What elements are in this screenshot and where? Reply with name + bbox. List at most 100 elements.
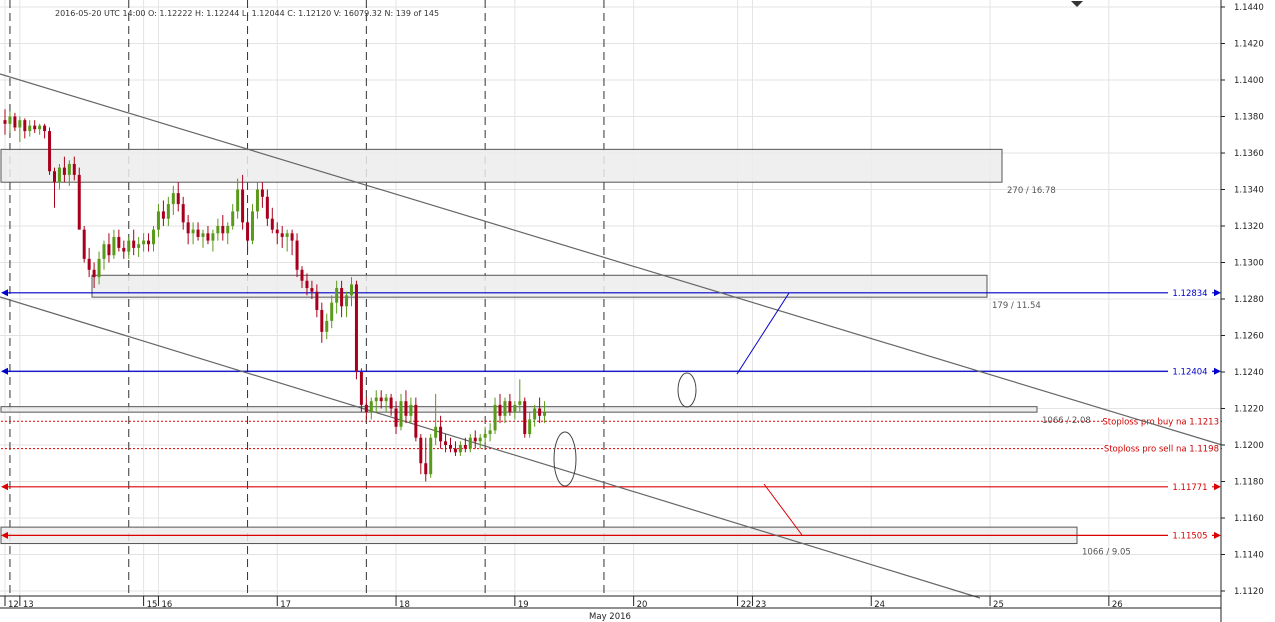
candle-bear <box>161 211 165 219</box>
candle-bull <box>156 211 160 230</box>
candle-bear <box>424 463 428 475</box>
candle-bear <box>176 193 180 205</box>
candle-bear <box>33 125 37 130</box>
candle-bull <box>102 244 106 259</box>
candle-bull <box>18 120 22 128</box>
candle-bull <box>488 430 492 435</box>
candle-bear <box>364 404 368 413</box>
candle-bear <box>389 397 393 409</box>
level-label: 1.12834 <box>1172 289 1207 299</box>
y-tick-label: 1.1200 <box>1234 441 1264 451</box>
candle-bear <box>449 445 452 449</box>
annotation-blue-stroke <box>736 292 790 375</box>
candle-bull <box>57 167 61 183</box>
channel-lower-line <box>0 296 981 599</box>
y-tick-label: 1.1240 <box>1234 368 1264 378</box>
y-tick-label: 1.1280 <box>1234 295 1264 305</box>
x-tick-label: 18 <box>399 600 410 610</box>
candle-bull <box>97 258 101 278</box>
annotations <box>553 292 803 536</box>
candle-bull <box>513 404 517 413</box>
annotation-ellipse-high <box>677 372 697 408</box>
candle-bear <box>107 244 111 256</box>
candle-bull <box>434 426 438 438</box>
candle-bull <box>384 397 388 402</box>
candle-bull <box>518 401 522 405</box>
candle-bull <box>112 236 116 256</box>
level-arrow-right <box>1214 289 1221 297</box>
candle-bear <box>77 174 81 230</box>
stoploss-label: Stoploss pro sell na 1.1198 <box>1104 445 1219 455</box>
level-arrow-right <box>1214 367 1221 375</box>
candle-bear <box>340 288 344 307</box>
x-tick-label: 24 <box>874 600 885 610</box>
candle-bull <box>369 401 373 413</box>
level-tag-bg <box>1168 480 1212 493</box>
candle-bear <box>315 291 319 310</box>
candle-bear <box>310 288 314 292</box>
candle-bear <box>87 258 91 270</box>
candle-bull <box>533 408 537 420</box>
candle-bear <box>300 269 304 281</box>
candle-bull <box>374 397 378 402</box>
candle-bull <box>468 437 472 449</box>
trend-channel <box>0 73 1223 599</box>
candle-bear <box>13 116 17 128</box>
level-tag-bg <box>1168 365 1212 378</box>
candle-bull <box>191 229 195 234</box>
candle-bull <box>399 401 403 427</box>
level-label: 1.11505 <box>1172 531 1207 541</box>
zone-label: 179 / 11.54 <box>992 301 1041 311</box>
level-arrow-left <box>1 483 8 491</box>
candle-bear <box>538 408 542 416</box>
candle-bull <box>142 240 146 245</box>
candle-bull <box>251 211 254 241</box>
candle-bear <box>508 401 512 413</box>
x-month-label: May 2016 <box>589 612 631 622</box>
channel-upper-line <box>0 73 1223 446</box>
candle-bear <box>246 222 250 241</box>
candle-bear <box>43 125 47 132</box>
candle-bear <box>132 240 136 248</box>
x-tick-label: 19 <box>518 600 529 610</box>
candle-bear <box>270 218 274 230</box>
candle-bull <box>335 288 339 303</box>
candle-bear <box>206 233 210 241</box>
candle-bear <box>122 247 126 252</box>
y-tick-label: 1.1340 <box>1234 186 1264 196</box>
stoploss-tag-bg <box>1104 442 1219 455</box>
level-arrow-left <box>1 367 8 375</box>
x-tick-label: 22 <box>741 600 752 610</box>
candle-bear <box>320 309 324 332</box>
candle-bull <box>8 116 12 124</box>
candle-bull <box>483 434 487 438</box>
plot-area <box>0 0 1221 596</box>
candle-bear <box>265 196 269 219</box>
candle-bull <box>137 244 141 248</box>
level-arrow-right <box>1214 483 1221 491</box>
y-tick-label: 1.1180 <box>1234 478 1264 488</box>
candle-bull <box>171 193 175 205</box>
candle-bull <box>330 302 334 321</box>
candle-bear <box>92 269 96 278</box>
candle-bear <box>62 167 66 175</box>
candle-bull <box>226 226 230 234</box>
candle-bear <box>453 448 457 453</box>
level-tag-bg <box>1168 286 1212 299</box>
x-tick-label: 25 <box>993 600 1004 610</box>
candle-bear <box>473 437 477 442</box>
y-tick-label: 1.1440 <box>1234 3 1264 13</box>
candle-bull <box>255 189 259 212</box>
candle-bear <box>53 171 56 183</box>
grid <box>0 0 1221 596</box>
candle-bear <box>404 401 408 416</box>
x-tick-label: 16 <box>161 600 172 610</box>
x-tick-label: 12 <box>8 600 19 610</box>
candle-bear <box>3 120 7 124</box>
level-arrow-left <box>1 289 8 297</box>
candle-bear <box>414 404 418 438</box>
scroll-down-icon[interactable] <box>1071 1 1083 7</box>
candle-bull <box>231 211 235 226</box>
price-levels: 1.12834 1.12404 1.11771 1.11505 Stoploss pro… <box>1 286 1222 542</box>
